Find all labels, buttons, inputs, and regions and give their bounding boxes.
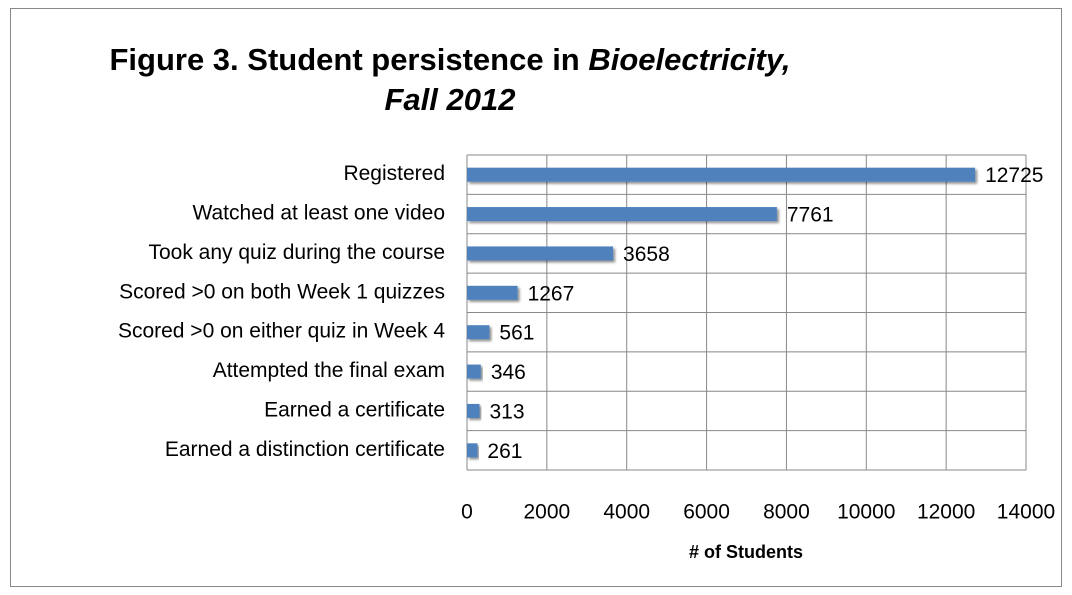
x-tick-label: 4000 — [603, 501, 650, 524]
y-tick-label: Scored >0 on both Week 1 quizzes — [119, 280, 445, 303]
y-tick-label: Earned a distinction certificate — [165, 438, 445, 461]
x-tick-label: 6000 — [683, 501, 730, 524]
data-label: 7761 — [787, 204, 834, 227]
title-part: Figure 3. Student persistence in — [109, 42, 580, 77]
y-tick-label: Registered — [343, 162, 445, 185]
y-tick-label: Attempted the final exam — [213, 359, 445, 382]
bar — [467, 403, 480, 418]
chart-title: Figure 3. Student persistence in Bioelec… — [100, 40, 800, 120]
y-tick-label: Watched at least one video — [192, 202, 445, 225]
x-tick-label: 10000 — [837, 501, 895, 524]
data-label: 1267 — [528, 282, 575, 305]
x-tick-label: 0 — [461, 501, 473, 524]
data-label: 12725 — [985, 164, 1043, 187]
y-tick-label: Took any quiz during the course — [148, 241, 445, 264]
bar — [467, 443, 478, 458]
bar — [467, 285, 518, 300]
x-tick-label: 8000 — [763, 501, 810, 524]
data-label: 561 — [499, 322, 534, 345]
bar — [467, 246, 614, 261]
data-label: 3658 — [623, 243, 670, 266]
title-part: Bioelectricity, Fall 2012 — [384, 42, 791, 117]
x-tick-label: 2000 — [523, 501, 570, 524]
y-tick-label: Earned a certificate — [264, 398, 445, 421]
bar — [467, 207, 777, 222]
data-label: 313 — [489, 400, 524, 423]
bar — [467, 167, 976, 182]
data-label: 261 — [487, 440, 522, 463]
chart-border — [10, 8, 1062, 587]
x-tick-label: 12000 — [917, 501, 975, 524]
x-tick-label: 14000 — [997, 501, 1055, 524]
y-tick-label: Scored >0 on either quiz in Week 4 — [118, 320, 445, 343]
data-label: 346 — [491, 361, 526, 384]
bar — [467, 325, 490, 340]
bar — [467, 364, 481, 379]
x-axis-label: # of Students — [689, 542, 803, 562]
